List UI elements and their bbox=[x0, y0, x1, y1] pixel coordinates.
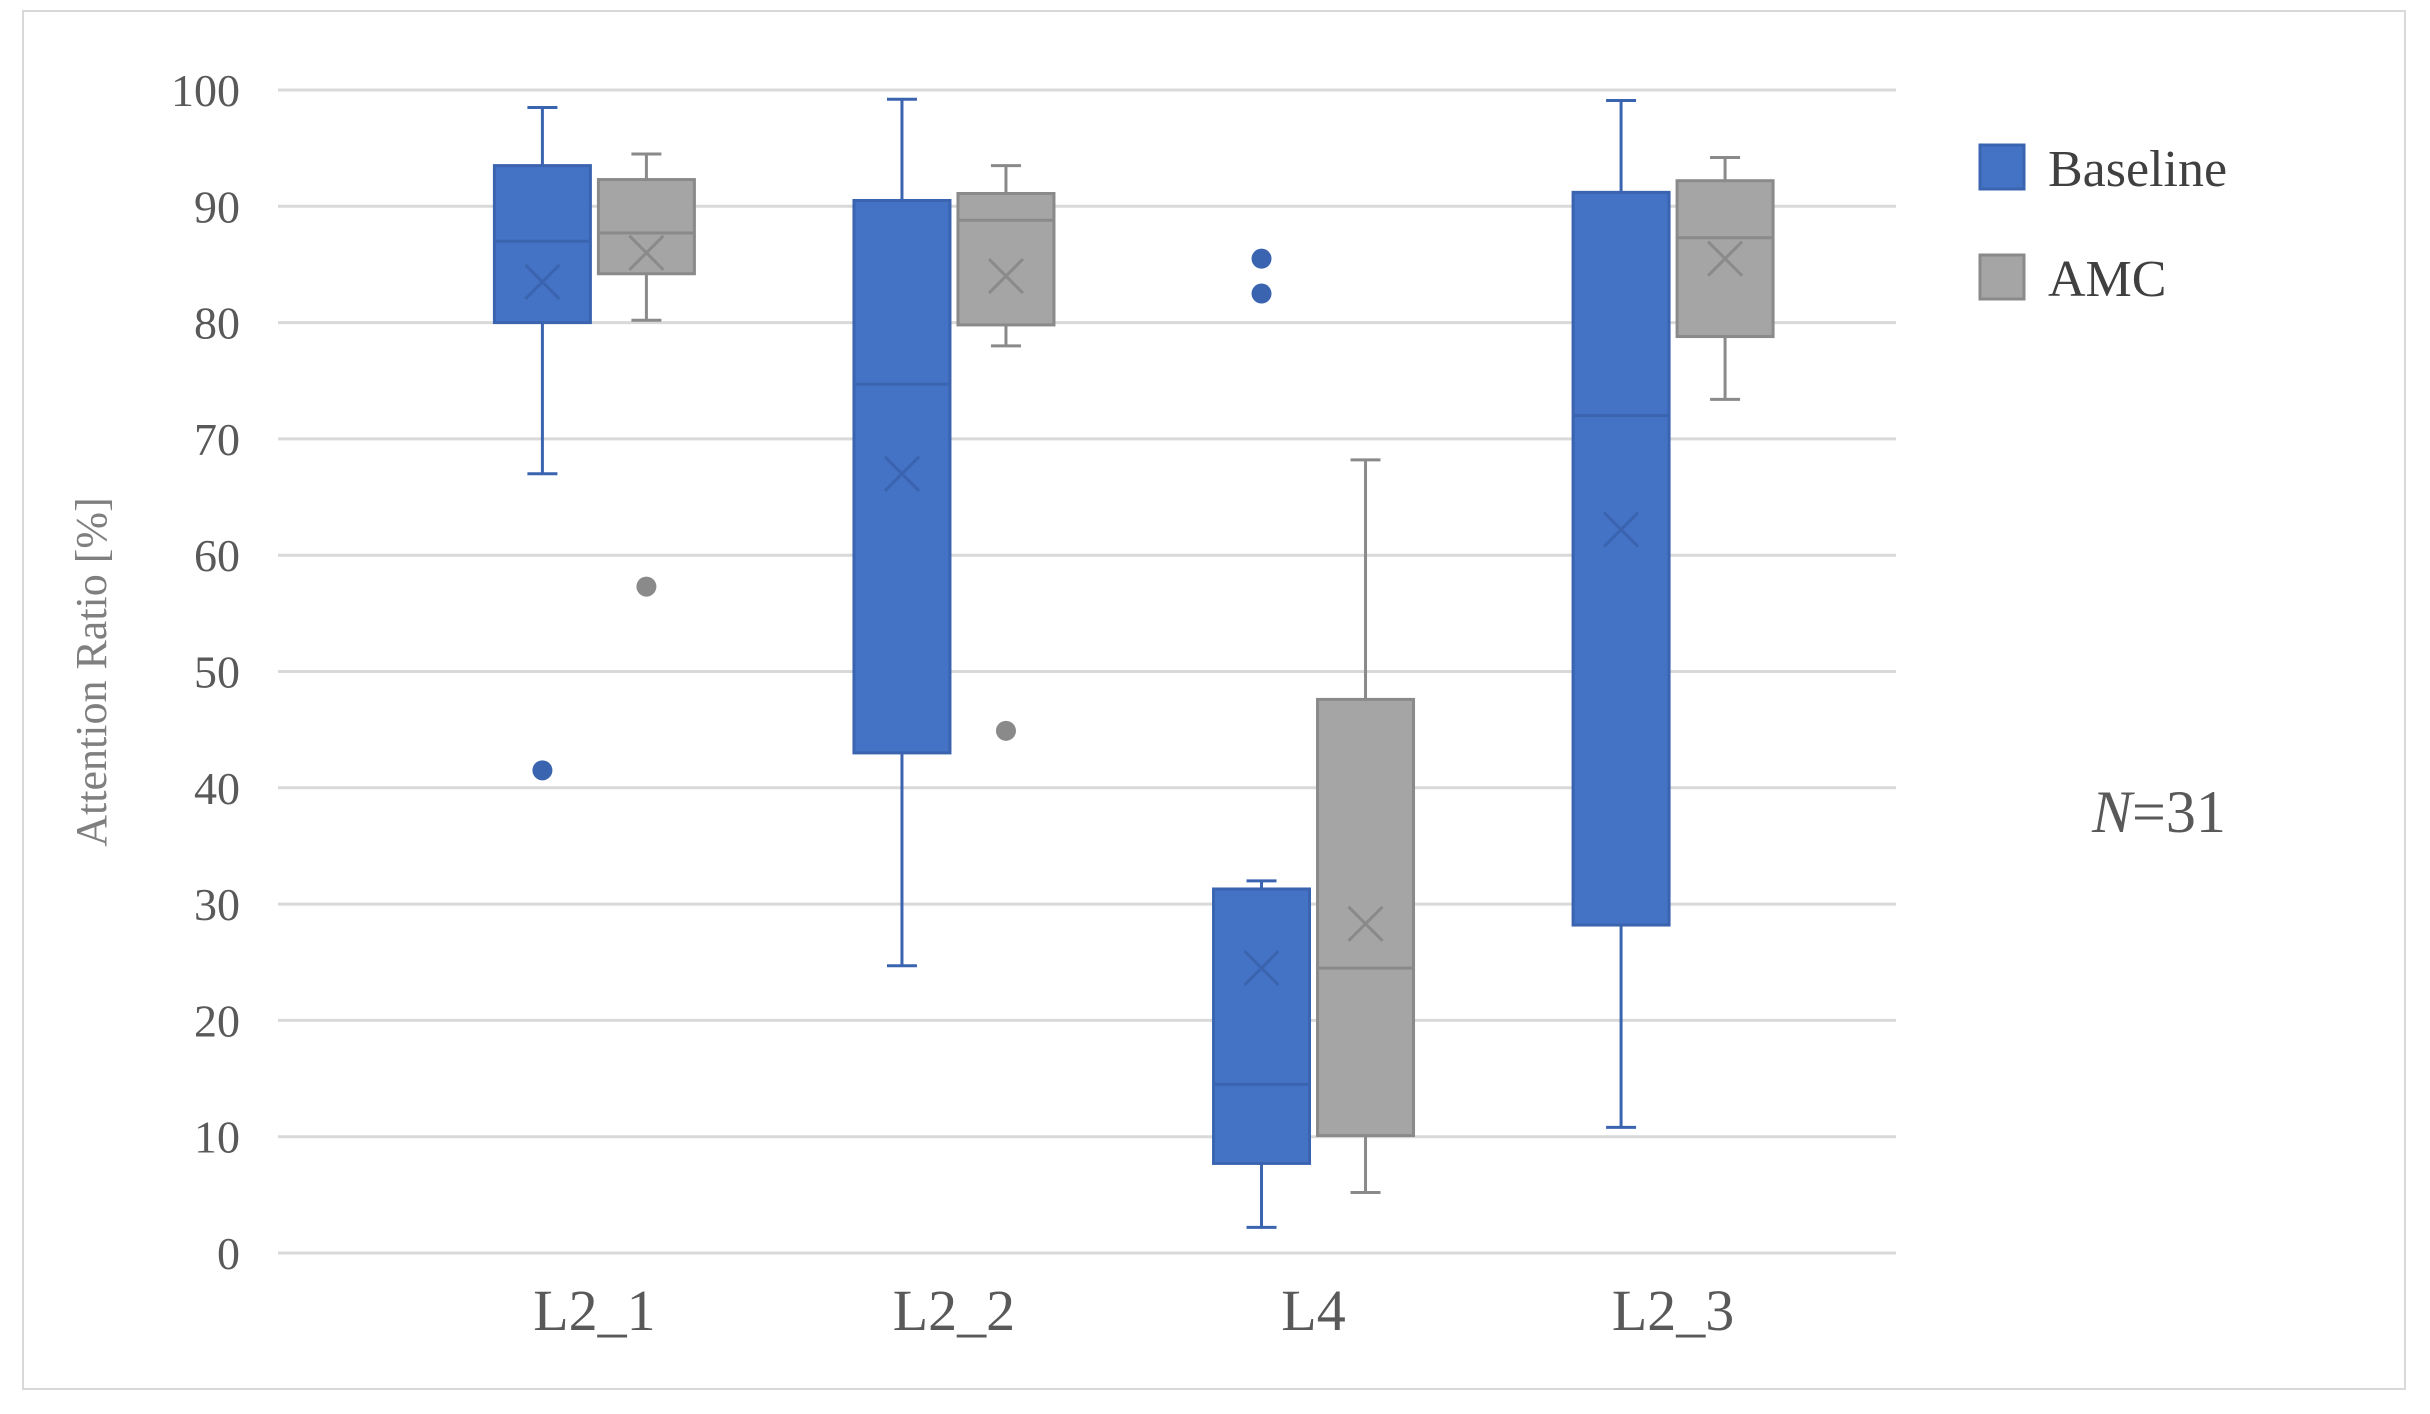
y-tick-labels: 0 10 20 30 40 50 60 70 80 90 100 bbox=[171, 65, 240, 1279]
y-tick-80: 80 bbox=[194, 298, 240, 349]
sample-size-symbol: N bbox=[2091, 779, 2135, 845]
boxes bbox=[492, 97, 1775, 1229]
mean-marker-baseline-l2_2 bbox=[883, 455, 921, 492]
box-rect-baseline-l2_2 bbox=[852, 198, 952, 755]
box-baseline-l2_1 bbox=[492, 105, 592, 781]
box-baseline-l2_3 bbox=[1571, 98, 1671, 1129]
box-amc-l2_2 bbox=[956, 164, 1056, 741]
legend-swatch-baseline bbox=[1978, 143, 2026, 191]
category-labels: L2_1 L2_2 L4 L2_3 bbox=[533, 1278, 1734, 1343]
box-baseline-l4 bbox=[1212, 248, 1312, 1229]
category-label-l4: L4 bbox=[1281, 1278, 1345, 1343]
mean-marker-amc-l4 bbox=[1347, 905, 1384, 942]
box-rect-amc-l4 bbox=[1316, 697, 1416, 1138]
box-rect-baseline-l2_1 bbox=[492, 164, 592, 325]
box-amc-l4 bbox=[1316, 458, 1416, 1195]
y-tick-60: 60 bbox=[194, 530, 240, 581]
box-rect-amc-l2_2 bbox=[956, 192, 1056, 327]
y-tick-50: 50 bbox=[194, 647, 240, 698]
mean-marker-amc-l2_3 bbox=[1707, 240, 1744, 277]
y-tick-90: 90 bbox=[194, 181, 240, 232]
outlier-amc-l2_2-0 bbox=[995, 720, 1016, 741]
box-amc-l2_3 bbox=[1675, 155, 1775, 401]
y-tick-0: 0 bbox=[217, 1228, 240, 1279]
box-rect-baseline-l4 bbox=[1212, 887, 1312, 1165]
outlier-baseline-l2_1-0 bbox=[532, 760, 553, 781]
legend-swatch-amc bbox=[1978, 253, 2026, 301]
box-rect-amc-l2_1 bbox=[596, 178, 696, 276]
y-axis-title: Attention Ratio [%] bbox=[67, 497, 116, 847]
mean-marker-amc-l2_2 bbox=[987, 258, 1025, 295]
legend-label-amc: AMC bbox=[2048, 251, 2166, 308]
mean-marker-baseline-l2_3 bbox=[1603, 511, 1640, 548]
sample-size-value: =31 bbox=[2132, 779, 2226, 845]
y-tick-10: 10 bbox=[194, 1112, 240, 1163]
category-label-l2_1: L2_1 bbox=[533, 1278, 655, 1343]
outlier-amc-l2_1-0 bbox=[636, 576, 657, 597]
y-tick-70: 70 bbox=[194, 414, 240, 465]
mean-marker-baseline-l2_1 bbox=[524, 263, 561, 300]
outlier-baseline-l4-0 bbox=[1251, 248, 1272, 269]
y-tick-40: 40 bbox=[194, 763, 240, 814]
mean-marker-amc-l2_1 bbox=[628, 234, 665, 271]
y-tick-30: 30 bbox=[194, 879, 240, 930]
category-label-l2_2: L2_2 bbox=[893, 1278, 1015, 1343]
legend: Baseline AMC bbox=[1978, 141, 2227, 308]
outlier-baseline-l4-1 bbox=[1251, 283, 1272, 304]
legend-label-baseline: Baseline bbox=[2048, 141, 2227, 198]
box-baseline-l2_2 bbox=[852, 97, 952, 968]
category-label-l2_3: L2_3 bbox=[1612, 1278, 1734, 1343]
box-rect-baseline-l2_3 bbox=[1571, 190, 1671, 927]
mean-marker-baseline-l4 bbox=[1243, 950, 1280, 987]
y-tick-20: 20 bbox=[194, 995, 240, 1046]
y-tick-100: 100 bbox=[171, 65, 240, 116]
sample-size-annotation: N=31 bbox=[2091, 779, 2226, 845]
box-amc-l2_1 bbox=[596, 152, 696, 597]
